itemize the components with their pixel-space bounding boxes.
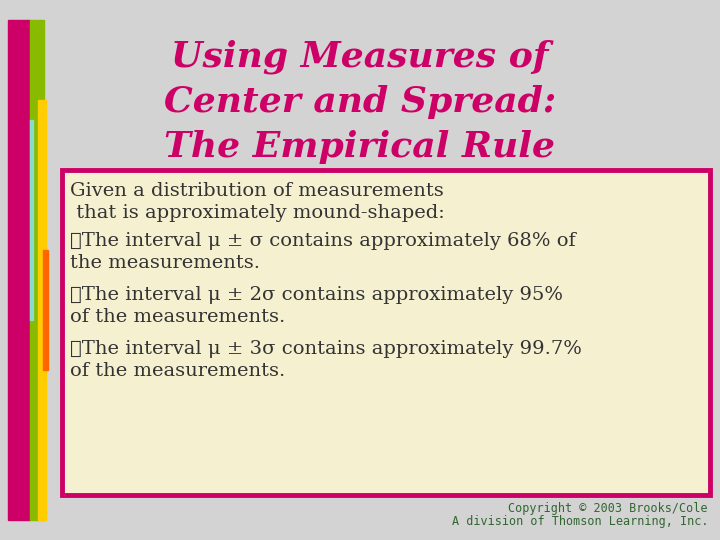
Text: The Empirical Rule: The Empirical Rule xyxy=(164,130,556,164)
Bar xyxy=(8,20,30,520)
Text: Copyright © 2003 Brooks/Cole: Copyright © 2003 Brooks/Cole xyxy=(508,502,708,515)
Bar xyxy=(38,100,46,520)
Bar xyxy=(43,250,48,370)
Text: ✓The interval μ ± 3σ contains approximately 99.7%: ✓The interval μ ± 3σ contains approximat… xyxy=(70,340,582,358)
Text: Given a distribution of measurements: Given a distribution of measurements xyxy=(70,182,444,200)
Text: the measurements.: the measurements. xyxy=(70,254,260,272)
Text: Using Measures of: Using Measures of xyxy=(171,40,549,75)
FancyBboxPatch shape xyxy=(62,170,710,495)
Bar xyxy=(30,20,44,520)
Text: A division of Thomson Learning, Inc.: A division of Thomson Learning, Inc. xyxy=(451,515,708,528)
Text: of the measurements.: of the measurements. xyxy=(70,362,285,380)
Bar xyxy=(30,120,33,320)
Text: ✓The interval μ ± σ contains approximately 68% of: ✓The interval μ ± σ contains approximate… xyxy=(70,232,576,250)
Text: that is approximately mound-shaped:: that is approximately mound-shaped: xyxy=(70,204,445,222)
Text: Center and Spread:: Center and Spread: xyxy=(164,85,556,119)
Text: of the measurements.: of the measurements. xyxy=(70,308,285,326)
Text: ✓The interval μ ± 2σ contains approximately 95%: ✓The interval μ ± 2σ contains approximat… xyxy=(70,286,563,304)
